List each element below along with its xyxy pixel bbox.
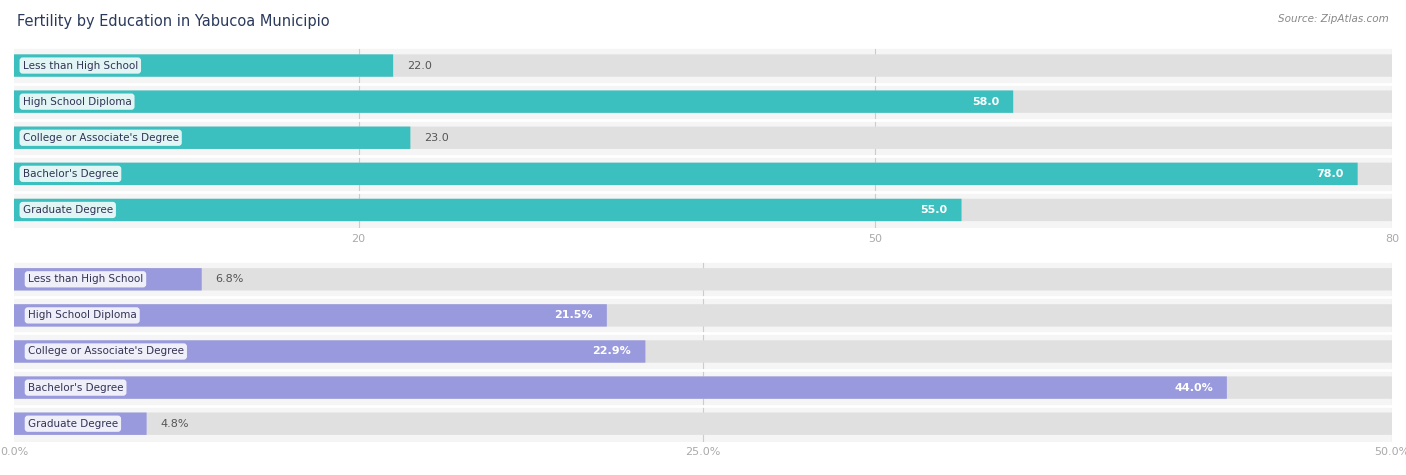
Text: 21.5%: 21.5% <box>554 310 593 321</box>
Text: 6.8%: 6.8% <box>215 274 243 285</box>
FancyBboxPatch shape <box>14 199 1392 221</box>
FancyBboxPatch shape <box>14 54 394 77</box>
FancyBboxPatch shape <box>14 90 1014 113</box>
FancyBboxPatch shape <box>14 376 1392 399</box>
FancyBboxPatch shape <box>14 162 1358 185</box>
Text: High School Diploma: High School Diploma <box>28 310 136 321</box>
Text: 4.8%: 4.8% <box>160 418 188 429</box>
FancyBboxPatch shape <box>14 162 1392 185</box>
Text: 58.0: 58.0 <box>972 96 1000 107</box>
Text: 23.0: 23.0 <box>425 133 449 143</box>
FancyBboxPatch shape <box>14 412 1392 435</box>
FancyBboxPatch shape <box>14 268 201 291</box>
FancyBboxPatch shape <box>14 126 411 149</box>
FancyBboxPatch shape <box>14 126 1392 149</box>
Text: 55.0: 55.0 <box>921 205 948 215</box>
Text: 22.9%: 22.9% <box>592 346 631 357</box>
Text: Bachelor's Degree: Bachelor's Degree <box>28 382 124 393</box>
Text: Fertility by Education in Yabucoa Municipio: Fertility by Education in Yabucoa Munici… <box>17 14 329 29</box>
Text: Bachelor's Degree: Bachelor's Degree <box>22 169 118 179</box>
Text: College or Associate's Degree: College or Associate's Degree <box>28 346 184 357</box>
Text: Graduate Degree: Graduate Degree <box>28 418 118 429</box>
FancyBboxPatch shape <box>14 90 1392 113</box>
Text: High School Diploma: High School Diploma <box>22 96 131 107</box>
FancyBboxPatch shape <box>14 340 1392 363</box>
Text: Graduate Degree: Graduate Degree <box>22 205 112 215</box>
FancyBboxPatch shape <box>14 268 1392 291</box>
FancyBboxPatch shape <box>14 412 146 435</box>
FancyBboxPatch shape <box>14 199 962 221</box>
Text: Less than High School: Less than High School <box>22 60 138 71</box>
Text: College or Associate's Degree: College or Associate's Degree <box>22 133 179 143</box>
Text: 44.0%: 44.0% <box>1174 382 1213 393</box>
FancyBboxPatch shape <box>14 304 1392 327</box>
FancyBboxPatch shape <box>14 54 1392 77</box>
Text: Source: ZipAtlas.com: Source: ZipAtlas.com <box>1278 14 1389 24</box>
FancyBboxPatch shape <box>14 304 607 327</box>
Text: 78.0: 78.0 <box>1316 169 1344 179</box>
FancyBboxPatch shape <box>14 376 1227 399</box>
Text: Less than High School: Less than High School <box>28 274 143 285</box>
Text: 22.0: 22.0 <box>406 60 432 71</box>
FancyBboxPatch shape <box>14 340 645 363</box>
